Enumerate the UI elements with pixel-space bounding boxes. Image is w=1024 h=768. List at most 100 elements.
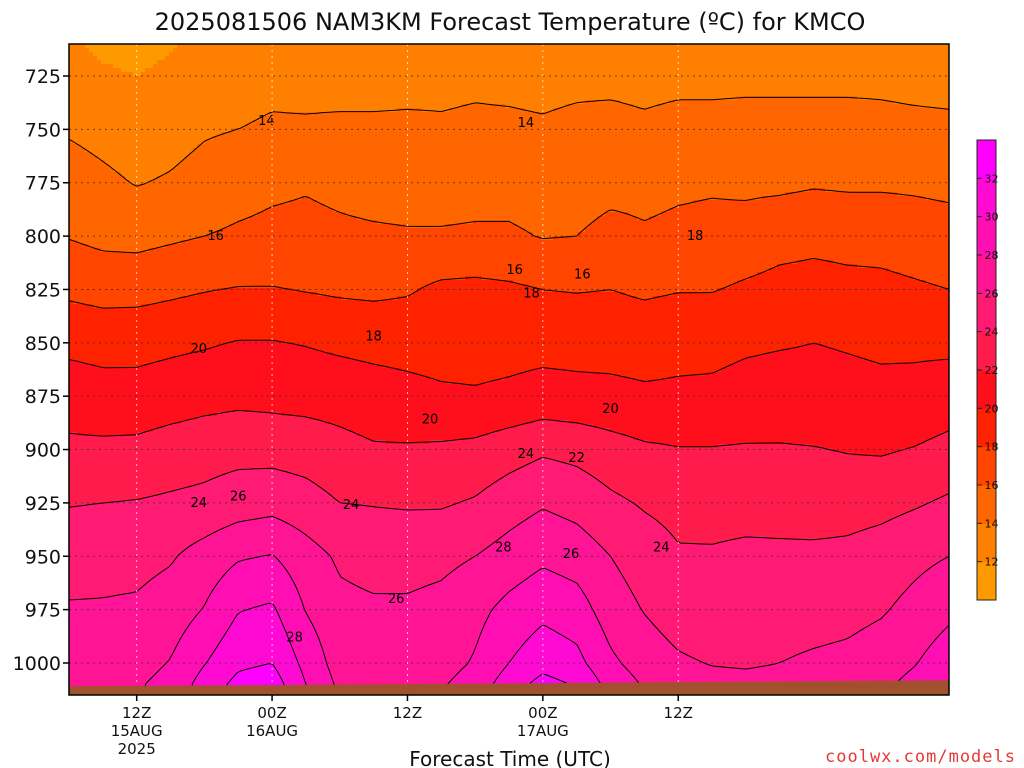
- temperature-cell: [549, 568, 622, 573]
- temperature-cell: [641, 604, 894, 609]
- temperature-cell: [713, 664, 766, 669]
- temperature-cell: [69, 84, 949, 89]
- contour-label: 16: [574, 268, 591, 283]
- temperature-cell: [901, 596, 949, 601]
- temperature-cell: [201, 608, 246, 613]
- colorbar-label: 16: [985, 479, 999, 492]
- temperature-cell: [529, 284, 730, 289]
- temperature-cell: [493, 608, 594, 613]
- temperature-cell: [333, 560, 466, 565]
- y-tick-label: 875: [25, 386, 61, 408]
- temperature-cell: [593, 672, 634, 677]
- temperature-cell: [229, 568, 286, 573]
- temperature-cell: [181, 240, 949, 245]
- temperature-cell: [285, 624, 314, 629]
- temperature-cell: [69, 252, 949, 257]
- temperature-cell: [553, 512, 650, 517]
- colorbar-label: 26: [985, 287, 999, 300]
- temperature-cell: [69, 472, 226, 477]
- temperature-cell: [69, 228, 222, 233]
- temperature-cell: [585, 528, 670, 533]
- temperature-cell: [69, 584, 146, 589]
- temperature-cell: [69, 576, 154, 581]
- temperature-cell: [225, 472, 294, 477]
- temperature-cell: [585, 596, 638, 601]
- temperature-cell: [69, 288, 218, 293]
- temperature-cell: [865, 528, 949, 533]
- temperature-cell: [153, 676, 198, 681]
- temperature-cell: [505, 532, 590, 537]
- temperature-cell: [465, 560, 614, 565]
- temperature-cell: [165, 664, 206, 669]
- temperature-cell: [937, 284, 949, 289]
- temperature-cell: [517, 524, 582, 529]
- temperature-cell: [101, 596, 210, 601]
- temperature-cell: [477, 640, 526, 645]
- temperature-cell: [601, 628, 658, 633]
- colorbar-swatch: [977, 140, 996, 179]
- temperature-cell: [385, 440, 430, 445]
- colorbar-label: 24: [985, 326, 999, 339]
- temperature-cell: [653, 624, 870, 629]
- temperature-cell: [585, 660, 622, 665]
- temperature-cell: [69, 336, 949, 341]
- temperature-cell: [565, 680, 602, 685]
- temperature-cell: [69, 504, 78, 509]
- temperature-cell: [157, 60, 949, 65]
- temperature-cell: [813, 444, 918, 449]
- temperature-cell: [193, 616, 238, 621]
- temperature-cell: [809, 188, 826, 193]
- temperature-cell: [305, 612, 490, 617]
- temperature-cell: [129, 180, 150, 185]
- temperature-cell: [317, 632, 482, 637]
- temperature-cell: [917, 660, 949, 665]
- temperature-cell: [513, 588, 582, 593]
- temperature-cell: [313, 480, 498, 485]
- temperature-cell: [69, 304, 94, 309]
- temperature-cell: [193, 484, 318, 489]
- temperature-cell: [357, 216, 598, 221]
- x-tick-label: 2025: [118, 740, 156, 758]
- temperature-cell: [617, 656, 694, 661]
- temperature-cell: [637, 216, 650, 221]
- temperature-cell: [877, 620, 949, 625]
- temperature-cell: [693, 656, 790, 661]
- temperature-cell: [473, 556, 614, 561]
- temperature-cell: [553, 236, 949, 241]
- temperature-cell: [69, 532, 214, 537]
- temperature-cell: [205, 600, 302, 605]
- temperature-cell: [197, 144, 949, 149]
- temperature-cell: [277, 668, 302, 673]
- temperature-cell: [349, 428, 502, 433]
- temperature-cell: [581, 652, 614, 657]
- temperature-cell: [69, 572, 158, 577]
- temperature-cell: [113, 168, 174, 173]
- temperature-cell: [801, 652, 926, 657]
- temperature-cell: [281, 340, 949, 345]
- temperature-cell: [533, 368, 566, 373]
- temperature-cell: [205, 536, 310, 541]
- temperature-cell: [301, 668, 330, 673]
- x-tick-label: 00Z: [257, 704, 286, 722]
- temperature-cell: [417, 288, 546, 293]
- temperature-cell: [293, 644, 322, 649]
- temperature-cell: [69, 612, 198, 617]
- temperature-cell: [609, 640, 670, 645]
- temperature-cell: [277, 556, 334, 561]
- temperature-cell: [413, 292, 626, 297]
- temperature-cell: [473, 436, 634, 441]
- temperature-cell: [533, 512, 554, 517]
- temperature-cell: [633, 672, 906, 677]
- temperature-cell: [189, 544, 322, 549]
- temperature-cell: [461, 500, 634, 505]
- temperature-cell: [905, 512, 949, 517]
- temperature-cell: [633, 436, 934, 441]
- temperature-cell: [661, 632, 854, 637]
- temperature-cell: [301, 596, 502, 601]
- temperature-cell: [589, 604, 642, 609]
- temperature-cell: [877, 524, 949, 529]
- temperature-cell: [941, 496, 949, 501]
- temperature-cell: [69, 220, 238, 225]
- temperature-cell: [473, 496, 626, 501]
- temperature-cell: [69, 72, 134, 77]
